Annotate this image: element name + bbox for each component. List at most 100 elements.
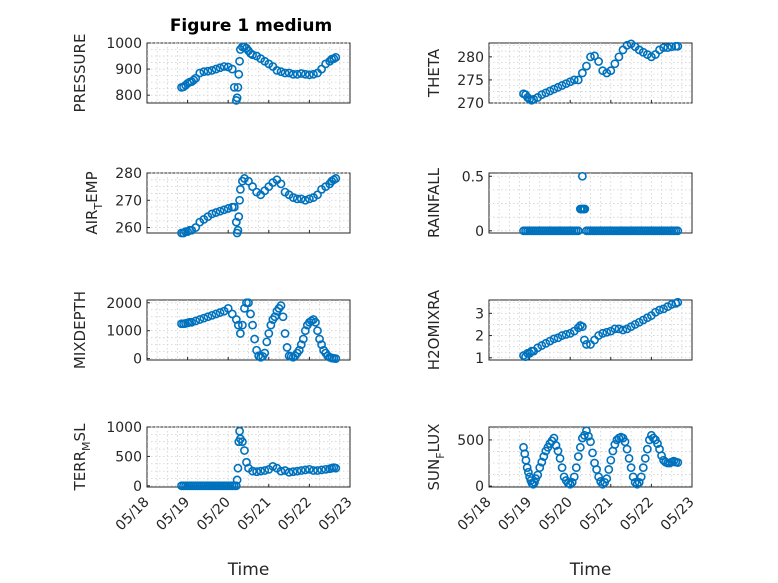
data-point-theta [673,41,683,51]
data-point-sun_flux [644,435,654,445]
data-point-sun_flux [565,479,575,489]
data-point-sun_flux [575,442,585,452]
data-point-theta [614,52,624,62]
subplot-pressure: 800 900 1000 PRESSURE [71,34,351,113]
data-point-air_temp [235,184,245,194]
data-point-pressure [331,52,341,62]
y-tick-label: 0 [133,352,142,368]
data-point-sun_flux [653,439,662,449]
data-point-pressure [284,68,294,78]
data-point-h2omixra [598,328,608,338]
data-point-mixdepth [244,298,253,308]
data-point-sun_flux [602,474,612,484]
data-point-sun_flux [594,472,604,482]
y-axis-label-pressure: PRESSURE [71,34,89,113]
data-point-pressure [195,68,205,78]
data-point-air_temp [304,194,314,204]
data-point-mixdepth [280,329,290,338]
data-point-terr_msl [280,466,290,475]
data-point-h2omixra [549,334,559,344]
y-tick-label: 0 [133,479,142,495]
data-point-terr_msl [240,446,249,455]
data-point-sun_flux [539,452,549,461]
data-point-sun_flux [555,453,565,463]
data-point-pressure [203,66,213,76]
data-point-air_temp [207,209,217,219]
data-point-pressure [300,69,310,79]
y-axis-label-theta: THETA [425,48,443,98]
data-point-rainfall [573,226,583,236]
data-point-sun_flux [567,477,577,487]
data-point-theta [622,40,632,50]
data-point-mixdepth [276,301,286,310]
data-point-mixdepth [195,315,205,324]
y-tick-label: 0 [475,479,484,495]
data-point-h2omixra [610,324,620,334]
data-point-terr_msl [284,467,294,477]
data-point-mixdepth [296,340,306,350]
y-tick-label: 1000 [106,324,142,340]
data-point-mixdepth [233,320,243,330]
data-point-sun_flux [569,472,579,482]
data-point-h2omixra [673,297,683,307]
data-point-mixdepth [240,303,249,313]
data-point-h2omixra [602,327,612,337]
data-point-theta [545,86,555,96]
data-point-mixdepth [215,308,225,317]
data-point-theta [606,66,616,76]
data-point-mixdepth [317,340,326,350]
data-point-terr_msl [276,466,286,476]
data-point-mixdepth [270,312,280,322]
data-point-pressure [248,50,257,60]
data-point-sun_flux [606,455,616,465]
data-point-air_temp [215,206,225,216]
data-point-air_temp [300,195,310,205]
data-point-pressure [288,69,298,79]
data-point-theta [553,82,563,92]
data-point-pressure [229,82,239,92]
data-point-sun_flux [638,463,648,473]
data-point-terr_msl [233,463,243,473]
data-point-air_temp [219,205,229,215]
data-point-sun_flux [610,440,620,449]
plot-area-air_temp [146,172,351,234]
x-axis-label-sun_flux: Time [569,560,612,580]
data-point-terr_msl [260,466,270,475]
y-tick-label: 2 [475,329,484,345]
y-tick-label: 270 [457,96,484,112]
data-point-air_temp [229,202,239,212]
data-point-pressure [235,56,244,66]
data-point-theta [557,81,567,90]
data-point-theta [582,61,591,71]
data-point-theta [663,43,673,53]
data-point-h2omixra [561,330,571,339]
data-point-air_temp [223,204,233,213]
data-point-pressure [292,69,302,79]
data-point-sun_flux [573,452,583,461]
data-point-theta [590,51,599,61]
data-point-mixdepth [260,348,270,358]
data-point-pressure [296,69,306,78]
plot-area-terr_msl [146,426,351,488]
y-tick-label: 1000 [106,36,142,52]
data-point-mixdepth [313,326,322,336]
data-point-mixdepth [298,334,308,344]
data-point-pressure [280,68,290,78]
y-tick-label: 280 [457,50,484,66]
data-point-mixdepth [264,329,274,338]
data-point-air_temp [292,194,302,204]
data-point-theta [577,68,587,78]
data-point-sun_flux [632,479,642,489]
data-point-sun_flux [580,430,589,440]
data-point-air_temp [233,225,243,235]
data-point-terr_msl [232,475,242,485]
data-point-h2omixra [557,331,567,340]
data-point-pressure [199,67,209,77]
data-point-terr_msl [296,466,306,475]
data-point-air_temp [296,194,306,204]
data-point-terr_msl [300,465,310,475]
data-point-sun_flux [628,472,638,482]
data-point-mixdepth [238,320,247,330]
data-point-air_temp [211,208,221,217]
